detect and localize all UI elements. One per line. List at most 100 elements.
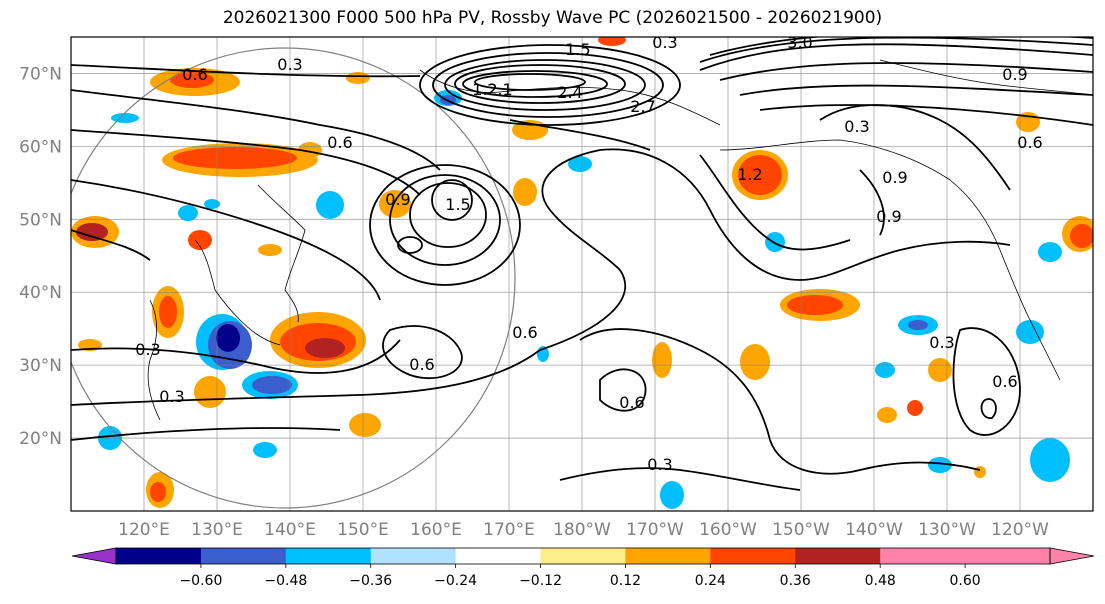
latitude-labels: 70°N 60°N 50°N 40°N 30°N 20°N [19, 64, 62, 449]
coastlines [147, 59, 1093, 421]
negative-anomaly [1038, 242, 1062, 262]
pv-contour [699, 43, 1093, 71]
positive-anomaly [740, 344, 770, 380]
colorbar: −0.60 −0.48 −0.36 −0.24 −0.12 0.12 0.24 0.36 0.4… [71, 547, 1095, 589]
pv-contour [71, 129, 421, 196]
longitude-label: 120°E [118, 520, 170, 540]
latitude-label: 60°N [19, 137, 62, 157]
longitude-label: 150°W [772, 520, 830, 540]
contour-label: 0.3 [135, 340, 160, 359]
longitude-label: 160°W [699, 520, 757, 540]
colorbar-bin [285, 548, 372, 564]
coastline [879, 59, 1093, 96]
negative-anomaly [316, 191, 344, 219]
colorbar-bin [965, 548, 1051, 564]
pv-contour [474, 73, 586, 91]
negative-anomaly [111, 113, 139, 123]
colorbar-tick-label: −0.24 [434, 573, 477, 589]
longitude-label: 140°E [264, 520, 316, 540]
longitude-label: 120°W [991, 520, 1049, 540]
pv-contour [699, 154, 851, 251]
longitude-label: 160°E [410, 520, 462, 540]
latitude-label: 20°N [19, 429, 62, 449]
pv-contour [454, 64, 626, 104]
map-frame [70, 36, 1094, 512]
positive-anomaly [379, 190, 411, 218]
negative-anomaly [875, 362, 895, 378]
colorbar-frame [115, 547, 1051, 565]
negative-anomaly [568, 156, 592, 172]
positive-anomaly [877, 407, 897, 423]
pv-contour [952, 327, 1021, 436]
pv-contour [444, 59, 646, 111]
contour-labels: 0.3 0.6 0.9 1.2 1.5 2.1 2.4 2.7 3.0 0.3 0.6 0.9 1.2 1… [135, 33, 1042, 474]
pv-contour [599, 148, 1011, 281]
colorbar-tick-label: 0.24 [695, 573, 726, 589]
pv-contour [409, 182, 487, 248]
negative-anomaly [252, 376, 292, 394]
colorbar-tick-label: 0.36 [780, 573, 811, 589]
anomaly-fill-layer [71, 37, 1093, 509]
negative-anomaly [765, 232, 785, 252]
contour-label: 2.7 [630, 97, 655, 116]
colorbar-bin [370, 548, 457, 564]
positive-anomaly [787, 295, 843, 315]
contour-label: 0.6 [327, 133, 352, 152]
pv-contour [759, 104, 1093, 126]
positive-anomaly [598, 37, 626, 46]
pv-contour [719, 62, 1093, 81]
contour-label: 0.9 [1002, 65, 1027, 84]
contour-label: 0.6 [182, 65, 207, 84]
positive-anomaly [258, 244, 282, 256]
colorbar-tick-label: −0.60 [179, 573, 222, 589]
contour-label: 0.9 [385, 190, 410, 209]
positive-anomaly [974, 466, 986, 478]
positive-anomaly [652, 342, 672, 378]
positive-anomaly [907, 400, 923, 416]
colorbar-tick-label: 0.60 [950, 573, 981, 589]
colorbar-tick-label: 0.12 [610, 573, 641, 589]
contour-label: 3.0 [787, 33, 812, 52]
contour-label: 0.3 [844, 117, 869, 136]
pv-contour [397, 236, 423, 254]
coastline [194, 239, 281, 346]
pv-contour [389, 174, 501, 266]
negative-anomaly [1016, 320, 1044, 344]
negative-anomaly [204, 199, 220, 209]
longitude-label: 180°W [553, 520, 611, 540]
pv-contour [71, 339, 401, 374]
contour-label: 0.6 [1017, 133, 1042, 152]
pv-contour [71, 64, 421, 78]
pv-contour [739, 84, 1093, 96]
colorbar-tick-label: 0.48 [865, 573, 896, 589]
contour-label: 1.5 [445, 195, 470, 214]
pv-contour [419, 44, 681, 126]
positive-anomaly [513, 178, 537, 206]
contour-label: 0.6 [409, 355, 434, 374]
latitude-label: 50°N [19, 210, 62, 230]
contour-label: 0.3 [652, 33, 677, 52]
pv-contour [71, 427, 341, 441]
pv-contour [369, 164, 521, 286]
contour-label: 0.6 [619, 393, 644, 412]
positive-anomaly [346, 72, 370, 84]
positive-anomaly [76, 223, 108, 241]
contour-label: 0.6 [512, 323, 537, 342]
colorbar-bin [540, 548, 626, 564]
negative-anomaly [1030, 438, 1070, 482]
colorbar-bin [710, 548, 796, 564]
pv-contour [71, 349, 541, 406]
contour-label: 0.3 [929, 333, 954, 352]
contour-label: 1.2 [472, 80, 497, 99]
colorbar-extend-low [71, 547, 117, 565]
pv-contour [71, 179, 381, 301]
colorbar-tick-label: −0.12 [519, 573, 562, 589]
pv-contour [709, 37, 1093, 56]
contour-label: 0.3 [277, 55, 302, 74]
longitude-labels: 120°E 130°E 140°E 150°E 160°E 170°E 180°W 170°W… [118, 520, 1049, 540]
chart-title: 2026021300 F000 500 hPa PV, Rossby Wave … [222, 8, 883, 28]
positive-anomaly [305, 338, 345, 358]
pv-contour [431, 179, 473, 221]
pv-contours [71, 37, 1093, 491]
